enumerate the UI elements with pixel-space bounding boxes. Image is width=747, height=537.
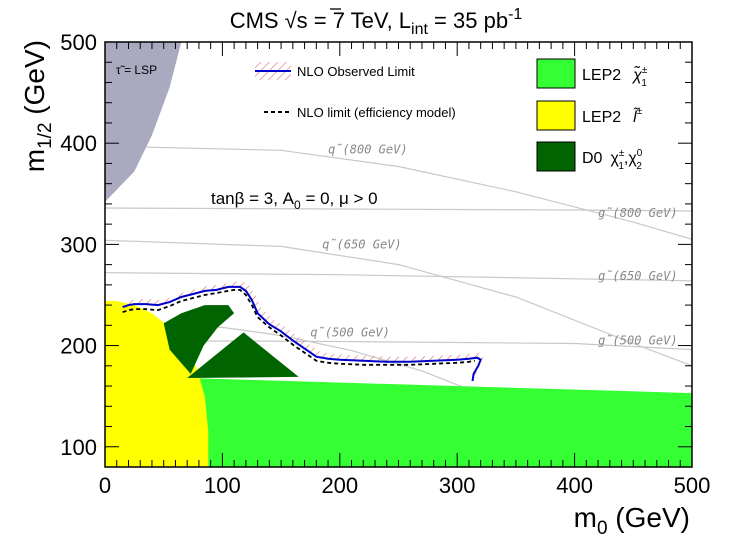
y-tick-label: 500 (60, 30, 97, 55)
contour-label-5: g̃(500 GeV) (598, 334, 677, 348)
x-axis-title: m0 (GeV) (574, 502, 690, 537)
y-axis-title: m1/2 (GeV) (19, 40, 56, 172)
legend-swatch-d0 (536, 141, 576, 172)
legend-label-expected: NLO limit (efficiency model) (297, 105, 456, 120)
contour-gluino-1 (105, 207, 692, 212)
legend-swatch-lep-slepton (536, 100, 576, 131)
x-tick-label: 200 (321, 473, 358, 498)
region-d0-upper (163, 305, 235, 374)
legend-label-lep-chargino: LEP2 χ̃± 1 (582, 64, 648, 89)
y-tick-label: 300 (60, 232, 97, 257)
x-tick-label: 0 (99, 473, 111, 498)
contour-label-0: q̃(800 GeV) (328, 142, 407, 156)
contour-label-1: g̃(800 GeV) (598, 206, 677, 220)
y-tick-label: 400 (60, 131, 97, 156)
mass-contours (105, 145, 692, 407)
y-tick-label: 100 (60, 435, 97, 460)
contour-squark-0 (105, 145, 692, 240)
x-tick-label: 400 (556, 473, 593, 498)
y-tick-label: 200 (60, 334, 97, 359)
contour-gluino-3 (105, 272, 692, 282)
region-d0-lower (187, 332, 299, 378)
excluded-regions (105, 42, 692, 467)
contour-label-3: g̃(650 GeV) (598, 269, 677, 283)
contour-label-4: q̃(500 GeV) (310, 326, 389, 340)
parameters-label: tanβ = 3, A0 = 0, μ > 0 (211, 189, 378, 212)
legend-label-lep-slepton: LEP2 l̃± (582, 106, 643, 126)
contour-labels: q̃(800 GeV) g̃(800 GeV) q̃(650 GeV) g̃(650 … (310, 142, 677, 347)
observed-limit-line (122, 285, 482, 382)
region-lep2-slepton (105, 301, 209, 467)
stau-lsp-label: τ̃ = LSP (116, 63, 157, 77)
legend-item-lep-slepton: LEP2 l̃± (536, 100, 643, 131)
legend-item-lep-chargino: LEP2 χ̃± 1 (536, 58, 648, 89)
x-tick-label: 500 (674, 473, 711, 498)
legend: NLO Observed Limit NLO limit (efficiency… (255, 58, 648, 172)
legend-label-observed: NLO Observed Limit (297, 64, 415, 79)
legend-item-d0: D0 χ± 1,χ0 2 (536, 141, 643, 172)
expected-limit-line (122, 289, 475, 366)
legend-label-d0: D0 χ± 1,χ0 2 (582, 148, 643, 172)
region-stau-lsp (105, 42, 182, 202)
legend-swatch-lep-chargino (536, 58, 576, 89)
sqrt-symbol: √ (285, 8, 298, 33)
region-lep2-chargino (187, 378, 692, 467)
x-tick-label: 100 (204, 473, 241, 498)
x-tick-label: 300 (439, 473, 476, 498)
legend-item-observed: NLO Observed Limit (255, 62, 415, 80)
contour-gluino-5 (105, 339, 692, 351)
chart-title: CMS √s = 7 TeV, Lint = 35 pb-1 (230, 6, 523, 38)
contour-label-2: q̃(650 GeV) (322, 237, 401, 251)
limit-curves (122, 281, 485, 382)
legend-item-expected: NLO limit (efficiency model) (264, 105, 456, 120)
plot-area: q̃(800 GeV) g̃(800 GeV) q̃(650 GeV) g̃(650 … (105, 42, 692, 467)
